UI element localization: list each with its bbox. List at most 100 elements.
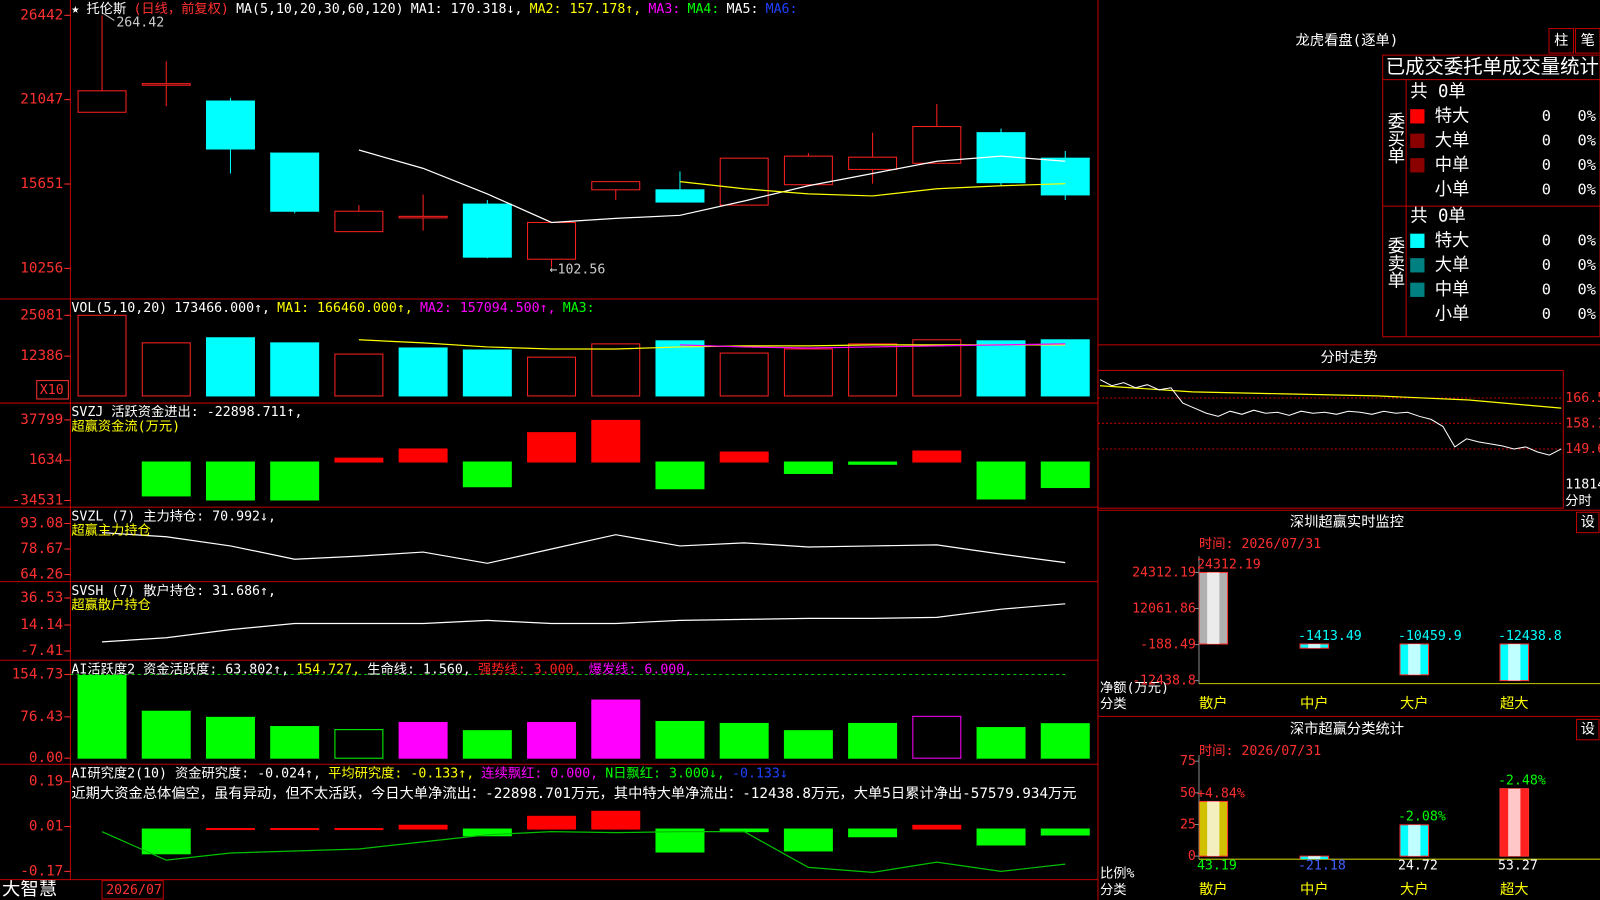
order-type: 小单	[1435, 304, 1470, 324]
bar	[270, 342, 320, 397]
bar	[462, 349, 512, 397]
category-title: 分类	[1100, 696, 1127, 712]
bar	[205, 461, 255, 501]
button-label[interactable]: 柱	[1554, 32, 1568, 49]
change-label: -2.08%	[1398, 810, 1446, 825]
bar-highlight	[1207, 801, 1220, 857]
bar	[205, 337, 255, 397]
y-tick-label: 76.43	[20, 709, 63, 725]
bar	[848, 343, 898, 397]
bar	[270, 828, 320, 831]
timestamp: 时间: 2026/07/31	[1199, 743, 1321, 759]
order-count: 0	[1542, 131, 1551, 149]
button-label[interactable]: 设	[1581, 513, 1595, 530]
indicator-header: N日飘红: 3.000↓,	[605, 765, 725, 781]
bar	[719, 722, 769, 759]
indicator-header: SVZJ 活跃资金进出: -22898.711↑,	[71, 404, 302, 420]
bar	[334, 457, 384, 463]
bar	[462, 828, 512, 837]
candle-body	[334, 210, 384, 233]
indicator-line	[101, 831, 1066, 873]
bar	[655, 340, 705, 397]
bar	[1040, 461, 1090, 489]
bar-group	[1198, 788, 1530, 860]
indicator-header: AI研究度2(10) 资金研究度: -0.024↑,	[71, 765, 321, 781]
candle-body	[527, 221, 577, 260]
indicator-header: ★	[71, 2, 79, 17]
bar	[591, 810, 641, 830]
legend-swatch	[1410, 133, 1425, 148]
timestamp: 时间: 2026/07/31	[1199, 536, 1321, 552]
category-label: 超大	[1500, 881, 1529, 898]
bar	[591, 699, 641, 759]
bar	[719, 352, 769, 397]
bar	[1040, 723, 1090, 759]
bar	[912, 824, 962, 830]
bar	[912, 339, 962, 397]
indicator-header: 强势线: 3.000,	[478, 661, 582, 677]
value-label: 43.19	[1197, 858, 1237, 873]
toggle-button[interactable]	[1548, 28, 1574, 54]
order-share: 0%	[1578, 231, 1596, 249]
indicator-header: AI活跃度2 资金活跃度: 63.802↑,	[71, 661, 289, 677]
bar-highlight	[1308, 644, 1321, 649]
dragon-subtitle: 已成交委托单成交量统计	[1386, 55, 1599, 78]
bar	[527, 815, 577, 830]
bar	[655, 720, 705, 759]
candle-body	[77, 90, 127, 113]
y-tick-label: -0.17	[20, 863, 63, 879]
legend-swatch	[1410, 109, 1425, 124]
indicator-header: 连续飘红: 0.000,	[481, 765, 598, 781]
bar	[77, 675, 127, 759]
order-side-label: 委卖单	[1384, 237, 1405, 289]
indicator-header: MA5:	[727, 2, 759, 17]
y-tick-label: 0.01	[29, 819, 63, 835]
y-tick-label: 78.67	[20, 541, 63, 557]
bar	[783, 828, 833, 852]
indicator-header: (日线，前复权)	[133, 0, 228, 17]
bar	[398, 347, 448, 397]
value-label: -10459.9	[1398, 629, 1462, 644]
y-tick-label: 154.73	[12, 667, 64, 683]
order-type: 中单	[1435, 280, 1470, 300]
indicator-header: SVSH (7) 散户持仓: 31.686↑,	[71, 582, 276, 599]
axis-title: 净额(万元)	[1100, 680, 1169, 696]
indicator-header: MA1: 166460.000↑,	[277, 301, 413, 316]
average-line	[1099, 385, 1562, 409]
bar-highlight	[1508, 788, 1521, 857]
bar	[334, 729, 384, 759]
bar	[398, 448, 448, 463]
y-tick-label: 0	[1188, 849, 1196, 864]
category-label: 大户	[1400, 881, 1429, 898]
order-side-label: 委买单	[1384, 112, 1405, 164]
button-label[interactable]: 设	[1581, 721, 1595, 738]
y-tick-label: 25081	[20, 307, 63, 323]
panel-title: 深圳超赢实时监控	[1290, 513, 1404, 530]
order-share: 0%	[1578, 180, 1596, 198]
settings-button[interactable]	[1576, 511, 1600, 534]
high-annotation: 264.42	[116, 15, 164, 30]
bar	[205, 716, 255, 759]
bar-highlight	[1207, 572, 1220, 645]
settings-button[interactable]	[1576, 718, 1600, 741]
button-label[interactable]: 笔	[1581, 32, 1595, 49]
toggle-button[interactable]	[1575, 28, 1600, 54]
order-type: 大单	[1435, 255, 1470, 275]
indicator-header: 托伦斯	[87, 1, 127, 17]
y-tick-label: 37799	[20, 412, 63, 428]
y-tick-label: 50	[1180, 786, 1196, 801]
y-tick-label: 14.14	[20, 617, 63, 633]
indicator-header: MA3:	[648, 2, 680, 17]
y-tick-label: 93.08	[20, 515, 63, 531]
bar-highlight	[1308, 856, 1321, 860]
bar	[783, 730, 833, 759]
value-label: 24.72	[1398, 858, 1438, 873]
unit-label: X10	[40, 383, 64, 398]
change-label: -2.48%	[1498, 774, 1546, 789]
bar	[462, 730, 512, 759]
y-tick-label: 1634	[29, 452, 63, 468]
order-count: 0	[1542, 107, 1551, 125]
order-count: 0	[1542, 156, 1551, 174]
bar	[462, 461, 512, 488]
candle-body	[783, 155, 833, 186]
